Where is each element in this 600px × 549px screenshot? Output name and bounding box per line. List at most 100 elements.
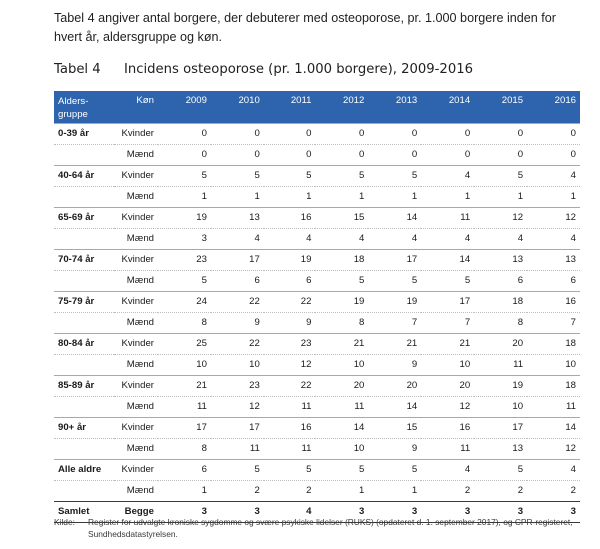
table-cell: 9: [210, 311, 264, 333]
sex-label: Mænd: [114, 311, 158, 333]
sex-label: Mænd: [114, 269, 158, 291]
sex-label: Kvinder: [114, 332, 158, 354]
source-label: Kilde:: [54, 517, 75, 527]
age-group-spacer: [54, 395, 114, 417]
table-cell: 0: [527, 143, 580, 165]
table-cell: 13: [474, 248, 528, 270]
table-cell: 0: [263, 143, 316, 165]
table-row-total: Samlet Begge 3 3 4 3 3 3 3 3: [54, 500, 580, 523]
sex-label: Mænd: [114, 479, 158, 501]
age-group-label: 65-69 år: [54, 206, 114, 228]
table-cell: 12: [421, 395, 475, 417]
table-cell: 8: [158, 437, 211, 459]
age-group-spacer: [54, 353, 114, 375]
table-cell: 1: [263, 185, 316, 207]
table-cell: 25: [158, 332, 211, 354]
table-cell: 1: [527, 185, 580, 207]
table-cell: 5: [368, 269, 422, 291]
table-cell: 5: [263, 164, 316, 186]
total-label: Samlet: [54, 500, 114, 523]
table-cell: 5: [474, 458, 528, 480]
sex-label: Kvinder: [114, 248, 158, 270]
header-age-group: Alders- gruppe: [54, 91, 114, 123]
table-cell: 3: [527, 500, 580, 523]
table-cell: 17: [210, 416, 264, 438]
table-cell: 13: [210, 206, 264, 228]
table-cell: 2: [527, 479, 580, 501]
table-cell: 20: [421, 374, 475, 396]
source-text: Register for udvalgte kroniske sygdomme …: [88, 517, 573, 539]
header-year: 2010: [210, 91, 264, 123]
table-cell: 20: [368, 374, 422, 396]
table-cell: 0: [421, 122, 475, 144]
header-year: 2011: [263, 91, 316, 123]
sex-label: Mænd: [114, 353, 158, 375]
table-cell: 11: [263, 395, 316, 417]
sex-label: Kvinder: [114, 122, 158, 144]
table-cell: 22: [263, 374, 316, 396]
table-cell: 13: [527, 248, 580, 270]
table-cell: 0: [368, 122, 422, 144]
table-row-female: 0-39 år Kvinder 0 0 0 0 0 0 0 0: [54, 122, 580, 144]
table-cell: 4: [421, 458, 475, 480]
table-cell: 1: [315, 185, 369, 207]
age-group-spacer: [54, 227, 114, 249]
table-cell: 23: [210, 374, 264, 396]
table-cell: 6: [527, 269, 580, 291]
header-year: 2014: [421, 91, 475, 123]
table-cell: 12: [527, 206, 580, 228]
table-cell: 10: [474, 395, 528, 417]
table-cell: 0: [527, 122, 580, 144]
table-cell: 20: [474, 332, 528, 354]
header-year: 2016: [527, 91, 580, 123]
table-cell: 20: [315, 374, 369, 396]
table-cell: 1: [315, 479, 369, 501]
header-sex: Køn: [114, 91, 158, 123]
table-cell: 1: [158, 479, 211, 501]
table-row-female: Alle aldre Kvinder 6 5 5 5 5 4 5 4: [54, 458, 580, 480]
table-cell: 9: [368, 353, 422, 375]
sex-label: Kvinder: [114, 290, 158, 312]
source-note: Kilde: Register for udvalgte kroniske sy…: [54, 516, 584, 540]
total-sex-label: Begge: [114, 500, 158, 523]
age-group-label: 80-84 år: [54, 332, 114, 354]
table-cell: 24: [158, 290, 211, 312]
table-cell: 17: [474, 416, 528, 438]
table-cell: 0: [474, 122, 528, 144]
table-cell: 2: [210, 479, 264, 501]
table-header-row: Alders- gruppe Køn 2009 2010 2011 2012 2…: [54, 91, 580, 123]
sex-label: Mænd: [114, 227, 158, 249]
table-cell: 5: [210, 164, 264, 186]
table-row-male: Mænd 8 11 11 10 9 11 13 12: [54, 437, 580, 459]
table-cell: 12: [210, 395, 264, 417]
age-group-label: 75-79 år: [54, 290, 114, 312]
table-cell: 1: [368, 185, 422, 207]
table-cell: 19: [474, 374, 528, 396]
table-cell: 8: [315, 311, 369, 333]
table-cell: 4: [527, 458, 580, 480]
table-row-male: Mænd 1 2 2 1 1 2 2 2: [54, 479, 580, 501]
table-cell: 15: [315, 206, 369, 228]
table-cell: 6: [474, 269, 528, 291]
table-cell: 11: [421, 437, 475, 459]
table-cell: 12: [263, 353, 316, 375]
header-year: 2009: [158, 91, 211, 123]
table-cell: 5: [421, 269, 475, 291]
header-year: 2015: [474, 91, 528, 123]
table-cell: 11: [527, 395, 580, 417]
table-row-male: Mænd 3 4 4 4 4 4 4 4: [54, 227, 580, 249]
table-caption: Tabel 4 Incidens osteoporose (pr. 1.000 b…: [54, 62, 473, 77]
table-cell: 2: [263, 479, 316, 501]
table-body: 0-39 år Kvinder 0 0 0 0 0 0 0 0 Mænd 0 0 0 0 0 0 0 0 40-64 …: [54, 122, 580, 523]
table-row-female: 90+ år Kvinder 17 17 16 14 15 16 17 14: [54, 416, 580, 438]
table-cell: 3: [474, 500, 528, 523]
table-cell: 17: [210, 248, 264, 270]
table-cell: 14: [368, 206, 422, 228]
table-row-male: Mænd 10 10 12 10 9 10 11 10: [54, 353, 580, 375]
table-cell: 11: [263, 437, 316, 459]
table-cell: 1: [474, 185, 528, 207]
table-cell: 6: [158, 458, 211, 480]
table-cell: 3: [210, 500, 264, 523]
table-cell: 5: [315, 164, 369, 186]
table-cell: 21: [158, 374, 211, 396]
